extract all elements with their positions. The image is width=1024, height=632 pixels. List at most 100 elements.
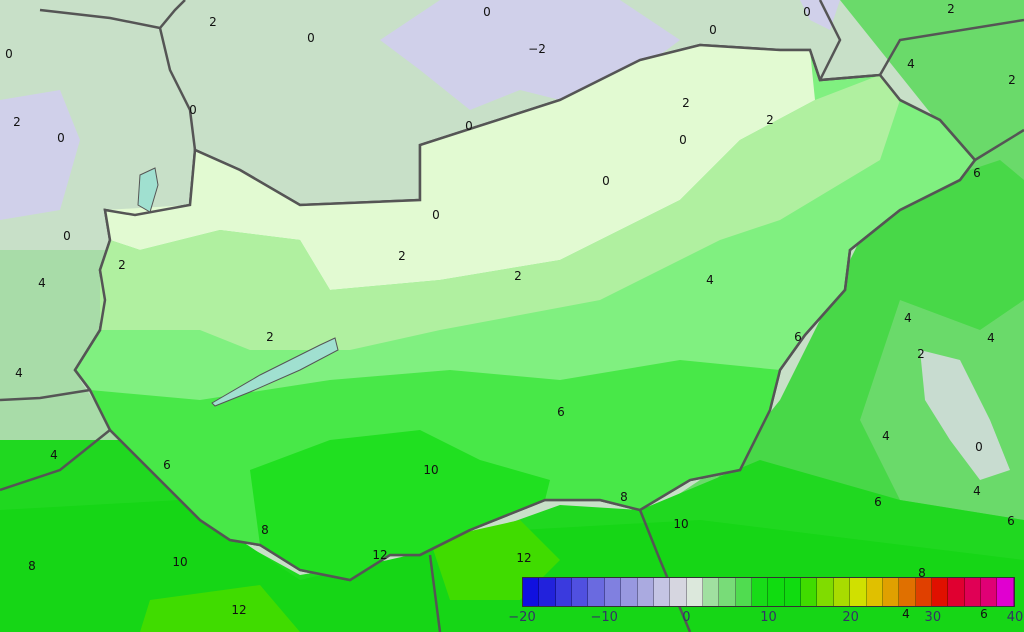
legend-swatch [801, 578, 818, 606]
contour-label: 10 [423, 463, 439, 477]
contour-label: 0 [5, 47, 13, 61]
contour-label: 2 [766, 113, 774, 127]
legend-swatch [931, 578, 949, 606]
contour-label: 0 [803, 5, 811, 19]
legend-swatch [604, 578, 622, 606]
cold-patch-east [920, 350, 1010, 480]
country-border [73, 43, 977, 582]
contour-label: 4 [904, 311, 912, 325]
legend-swatch [866, 578, 883, 606]
contour-label: 4 [902, 607, 910, 621]
lake-neusiedl [137, 167, 159, 213]
legend-tick-label: 20 [842, 610, 859, 625]
zone-west [0, 250, 120, 440]
legend-swatch [621, 578, 638, 606]
legend-swatch [572, 578, 589, 606]
contour-label: 8 [918, 566, 926, 580]
contour-label: 2 [947, 2, 955, 16]
contour-label: 0 [189, 103, 197, 117]
legend-swatch [555, 578, 573, 606]
contour-label: 6 [1007, 514, 1015, 528]
contour-label: 6 [794, 330, 802, 344]
legend-swatch [899, 578, 916, 606]
contour-label: 0 [679, 133, 687, 147]
contour-label: 0 [709, 23, 717, 37]
contour-label: 12 [516, 551, 532, 565]
contour-label: 2 [266, 330, 274, 344]
legend-swatch [539, 578, 556, 606]
contour-label: 4 [50, 448, 58, 462]
legend-swatch [523, 578, 540, 606]
contour-label: 4 [38, 276, 46, 290]
contour-label: 2 [209, 15, 217, 29]
contour-label: 8 [28, 559, 36, 573]
legend-tick-label: 30 [924, 610, 942, 625]
legend-swatch [719, 578, 736, 606]
contour-label: 6 [973, 166, 981, 180]
contour-label: 0 [63, 229, 71, 243]
contour-label: 0 [307, 31, 315, 45]
legend-swatch [997, 578, 1014, 606]
legend-swatch [735, 578, 753, 606]
contour-label: 2 [917, 347, 925, 361]
zone-light [100, 75, 900, 350]
zone-east [600, 0, 1024, 632]
legend-swatch [817, 578, 834, 606]
legend-tick-label: 10 [760, 610, 777, 625]
contour-label: 4 [987, 331, 995, 345]
contour-label: 10 [172, 555, 188, 569]
contour-label: 2 [118, 258, 126, 272]
legend-tick-label: −20 [508, 610, 536, 625]
legend-swatch [833, 578, 851, 606]
contour-label: 12 [231, 603, 247, 617]
contour-label: 2 [1008, 73, 1016, 87]
contour-label: 0 [602, 174, 610, 188]
legend-swatch [882, 578, 900, 606]
zone-pale [105, 45, 815, 290]
legend-tick-label: −10 [590, 610, 618, 625]
contour-label: 4 [882, 429, 890, 443]
warm-patch [140, 520, 560, 632]
contour-label: 4 [973, 484, 981, 498]
legend-tick-label: 0 [682, 610, 691, 625]
legend-tick-label: 40 [1006, 610, 1024, 625]
legend-swatch [784, 578, 802, 606]
contour-label: 0 [483, 5, 491, 19]
contour-label: 0 [432, 208, 440, 222]
contour-label: 0 [465, 119, 473, 133]
legend-swatch [670, 578, 687, 606]
contour-label: 6 [557, 405, 565, 419]
contour-label: 2 [13, 115, 21, 129]
zone-warm [250, 430, 550, 580]
legend-swatch [752, 578, 769, 606]
contour-label: 6 [874, 495, 882, 509]
legend-swatch [964, 578, 982, 606]
cold-patch-north [0, 0, 840, 220]
contour-label: 4 [706, 273, 714, 287]
legend-swatch [637, 578, 654, 606]
contour-label: 0 [57, 131, 65, 145]
legend-swatch [768, 578, 785, 606]
contour-label: 8 [620, 490, 628, 504]
contour-label: 0 [975, 440, 983, 454]
contour-label: 2 [398, 249, 406, 263]
contour-label: 6 [163, 458, 171, 472]
contour-label: 10 [673, 517, 689, 531]
lake-balaton [211, 337, 339, 407]
contour-label: 6 [980, 607, 988, 621]
contour-label: −2 [528, 42, 546, 56]
contour-label: 2 [682, 96, 690, 110]
legend-swatch [915, 578, 932, 606]
contour-label: 8 [261, 523, 269, 537]
legend-swatch [588, 578, 605, 606]
contour-label: 4 [15, 366, 23, 380]
color-legend [522, 577, 1015, 607]
legend-swatch [653, 578, 671, 606]
contour-label: 12 [372, 548, 388, 562]
contour-label: 2 [514, 269, 522, 283]
legend-swatch [948, 578, 965, 606]
legend-swatch [686, 578, 703, 606]
legend-swatch [981, 578, 998, 606]
